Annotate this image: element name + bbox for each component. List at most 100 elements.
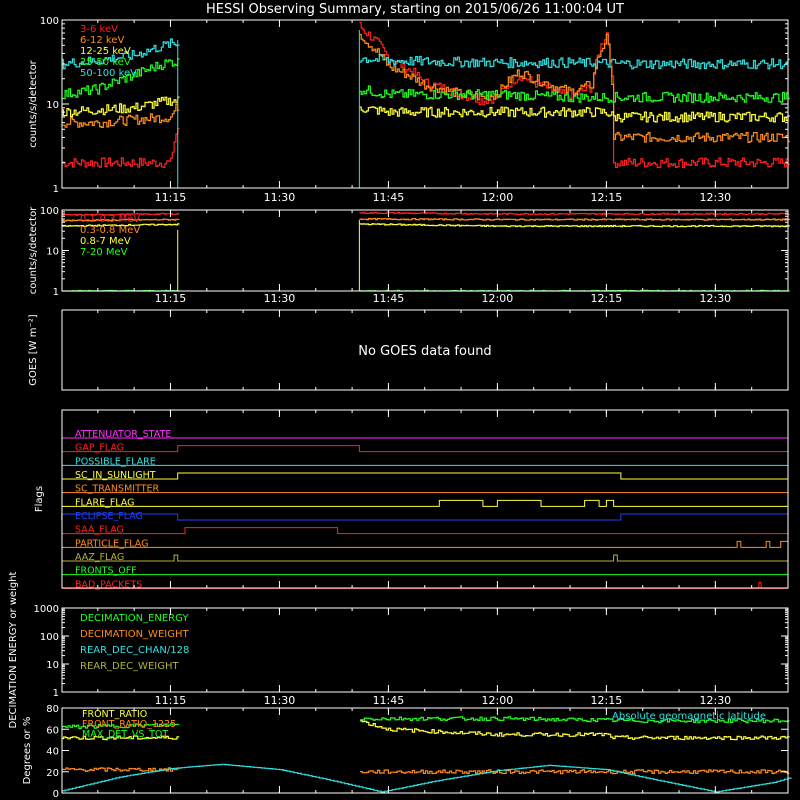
legend-entry: DECIMATION_ENERGY <box>80 613 189 624</box>
series-line-12-25-kev <box>359 106 790 123</box>
flag-line-gap-flag <box>62 445 788 453</box>
series-line-0-1-0-3-mev <box>359 211 790 216</box>
x-tick-label: 11:30 <box>264 191 296 204</box>
x-tick-label: 12:30 <box>699 191 731 204</box>
series-line-front-ratio-1225 <box>360 769 790 775</box>
y-tick-label: 10 <box>46 660 59 671</box>
x-tick-label: 11:45 <box>373 694 405 707</box>
series-line-0-3-0-8-mev <box>61 218 180 222</box>
legend-entry: 0.3-0.8 MeV <box>80 225 140 236</box>
legend-entry: FRONT_RATIO_1225 <box>82 719 176 730</box>
legend-entry: 7-20 MeV <box>80 247 128 258</box>
x-tick-label: 11:45 <box>373 292 405 305</box>
panel-flags: ATTENUATOR_STATE GAP_FLAG POSSIBLE_FLARE SC… <box>34 409 789 590</box>
legend-entry: REAR_DEC_CHAN/128 <box>80 645 189 656</box>
y-tick-label: 100 <box>40 206 59 217</box>
y-tick-label: 100 <box>40 632 59 643</box>
y-tick-label: 80 <box>46 704 59 715</box>
y-axis-label: Flags <box>34 486 45 512</box>
y-tick-label: 1000 <box>34 604 59 615</box>
y-tick-label: 100 <box>40 16 59 27</box>
flag-label: FRONTS_OFF <box>75 566 137 577</box>
y-tick-label: 40 <box>46 747 59 758</box>
series-line-0-8-7-mev <box>61 223 180 227</box>
series-line-6-12-kev <box>61 103 180 128</box>
legend-entry: 25-50 keV <box>80 57 131 68</box>
flag-line-particle-flag <box>62 540 789 548</box>
y-axis-label: DECIMATION ENERGY or weight <box>8 571 19 728</box>
legend-entry: 50-100 keV <box>80 68 137 79</box>
legend-entry: DECIMATION_WEIGHT <box>80 629 189 640</box>
flag-line-saa-flag <box>62 527 788 535</box>
flag-label: PARTICLE_FLAG <box>75 538 148 549</box>
series-line-absolute-geomagnetic-latitude <box>61 763 792 793</box>
x-tick-label: 12:15 <box>591 292 623 305</box>
flag-line-flare-flag <box>62 499 788 507</box>
no-goes-data-message: No GOES data found <box>358 344 491 359</box>
y-tick-label: 0 <box>53 789 59 800</box>
y-tick-label: 1 <box>53 688 59 699</box>
legend-entry: 12-25 keV <box>80 46 131 57</box>
series-line-0-1-0-3-mev <box>61 212 180 216</box>
y-axis-label: counts/s/detector <box>28 59 39 147</box>
y-axis-label: GOES [W m⁻²] <box>28 314 39 385</box>
y-axis-label: Degrees or % <box>22 717 33 785</box>
series-line-0-8-7-mev <box>359 223 790 228</box>
x-tick-label: 12:00 <box>482 694 514 707</box>
y-tick-label: 10 <box>46 247 59 258</box>
flag-label: SAA_FLAG <box>75 525 124 536</box>
legend-entry: 0.1-0.3 MeV <box>80 214 140 225</box>
series-line-50-100-kev <box>61 38 180 70</box>
legend-entry: 0.8-7 MeV <box>80 236 131 247</box>
series-line-25-50-kev <box>61 58 180 100</box>
series-line-max-det-vs-tot <box>360 716 790 724</box>
legend-entry: FRONT_RATIO <box>82 709 147 720</box>
legend-entry: Absolute geomagnetic latitude <box>612 711 766 722</box>
flag-line-aaz-flag <box>62 554 788 562</box>
flag-label: SC_IN_SUNLIGHT <box>75 470 156 481</box>
panel-ratios: 0 20 40 60 80 Degrees or % FRONT_RATIOFRONT_RA… <box>22 704 792 800</box>
series-line-front-ratio <box>61 735 180 741</box>
series-line-50-100-kev <box>359 54 790 70</box>
legend-entry: 6-12 keV <box>80 35 124 46</box>
series-line-12-25-kev <box>61 96 180 118</box>
flag-label: AAZ_FLAG <box>75 552 124 563</box>
x-tick-label: 11:15 <box>155 292 187 305</box>
series-line-0-3-0-8-mev <box>359 217 790 221</box>
x-tick-label: 12:15 <box>591 191 623 204</box>
x-tick-label: 11:30 <box>264 292 296 305</box>
panel-goes: No GOES data found GOES [W m⁻²] <box>28 309 789 391</box>
x-tick-label: 12:00 <box>482 292 514 305</box>
series-line-front-ratio <box>360 720 790 741</box>
y-tick-label: 10 <box>46 100 59 111</box>
y-tick-label: 20 <box>46 768 59 779</box>
legend-entry: MAX_DET_VS_TOT <box>82 729 168 740</box>
series-line-6-12-kev <box>359 33 790 143</box>
x-tick-label: 12:00 <box>482 191 514 204</box>
x-tick-label: 11:15 <box>155 694 187 707</box>
y-axis-label: counts/s/detector <box>28 206 39 294</box>
y-tick-label: 1 <box>53 184 59 195</box>
flag-label: FLARE_FLAG <box>75 497 135 508</box>
x-tick-label: 11:30 <box>264 694 296 707</box>
x-tick-label: 12:15 <box>591 694 623 707</box>
x-tick-label: 11:15 <box>155 191 187 204</box>
series-line-25-50-kev <box>359 85 790 103</box>
y-tick-label: 60 <box>46 725 59 736</box>
flag-label: SC_TRANSMITTER <box>75 484 160 495</box>
legend-entry: 3-6 keV <box>80 24 118 35</box>
flag-label: BAD_PACKETS <box>75 579 142 590</box>
x-tick-label: 11:45 <box>373 191 405 204</box>
legend-entry: REAR_DEC_WEIGHT <box>80 661 179 672</box>
flag-line-sc-in-sunlight <box>62 472 788 480</box>
flag-label: ATTENUATOR_STATE <box>75 429 171 440</box>
y-tick-label: 1 <box>53 287 59 298</box>
flag-label: GAP_FLAG <box>75 443 124 454</box>
series-line-3-6-kev <box>61 127 180 168</box>
plot-title: HESSI Observing Summary, starting on 201… <box>206 2 624 17</box>
x-tick-label: 12:30 <box>699 292 731 305</box>
series-line-max-det-vs-tot <box>61 723 180 730</box>
flag-label: ECLIPSE_FLAG <box>75 511 143 522</box>
